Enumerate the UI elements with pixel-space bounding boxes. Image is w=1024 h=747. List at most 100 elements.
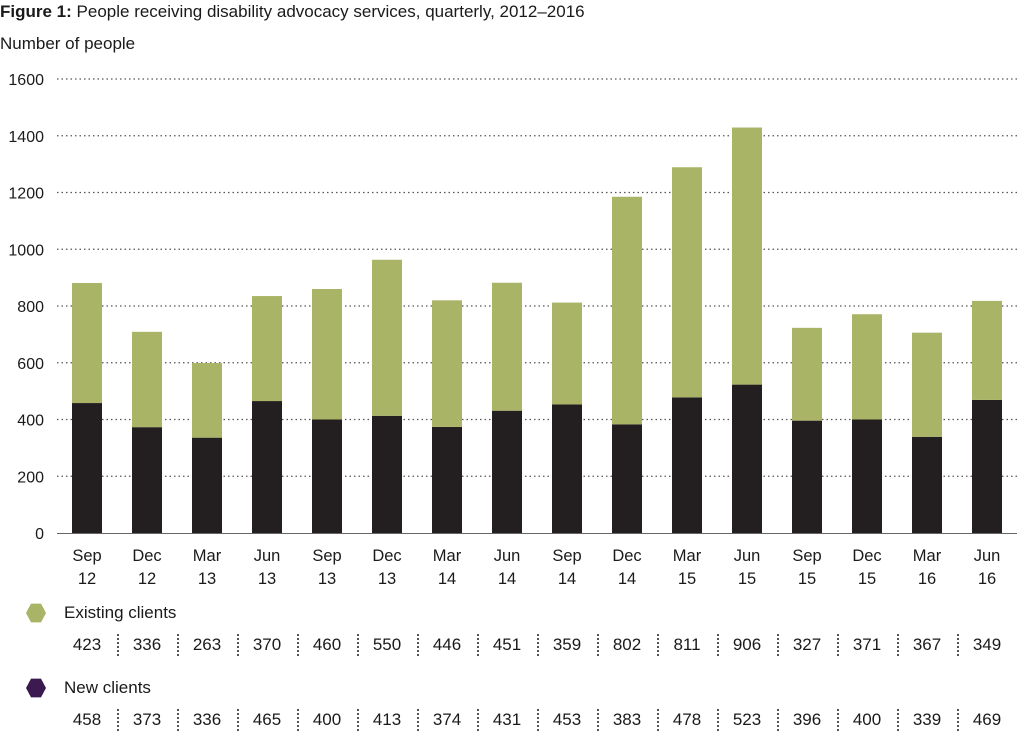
y-tick-label: 1000: [8, 242, 44, 259]
x-tick-label-month: Mar: [673, 547, 702, 565]
x-tick-label-year: 13: [198, 570, 216, 588]
x-tick-label-month: Sep: [72, 547, 101, 565]
x-tick-label-year: 16: [978, 570, 996, 588]
x-tick-label-month: Dec: [132, 547, 161, 565]
x-tick-label-month: Sep: [552, 547, 581, 565]
legend-existing: Existing clients: [26, 601, 176, 625]
existing-value-cell: 460: [297, 634, 357, 656]
y-tick-label: 1600: [8, 72, 44, 89]
x-tick-label-year: 14: [618, 570, 636, 588]
x-tick-label-month: Jun: [974, 547, 1001, 565]
bar-existing-clients-1: [132, 331, 162, 428]
x-tick-label-month: Sep: [792, 547, 821, 565]
x-tick-label-year: 13: [258, 570, 276, 588]
existing-values-row: 423 336 263 370 460 550 446 451 359 802 811 906 327 3…: [57, 634, 1017, 656]
x-tick-label-year: 14: [498, 570, 516, 588]
existing-value-cell: 906: [717, 634, 777, 656]
x-tick-label-year: 16: [918, 570, 936, 588]
y-tick-label: 200: [17, 469, 44, 486]
y-axis-label: Number of people: [0, 34, 136, 53]
existing-value-cell: 802: [597, 634, 657, 656]
bar-new-clients-9: [612, 424, 642, 533]
bar-new-clients-7: [492, 410, 522, 533]
x-tick-label-month: Jun: [734, 547, 761, 565]
figure-label: Figure 1:: [0, 2, 72, 21]
figure-caption: People receiving disability advocacy ser…: [76, 2, 585, 21]
bar-existing-clients-14: [912, 332, 942, 437]
x-tick-label-month: Sep: [312, 547, 341, 565]
existing-value-cell: 423: [72, 635, 102, 654]
bar-existing-clients-12: [792, 327, 822, 421]
y-tick-label: 400: [17, 413, 44, 430]
bar-existing-clients-9: [612, 196, 642, 425]
existing-value-cell: 371: [837, 634, 897, 656]
x-tick-label-year: 13: [378, 570, 396, 588]
legend-new: New clients: [26, 676, 151, 700]
x-tick-label-year: 14: [558, 570, 576, 588]
plot-area: 0 200 400 600 800 1000 1200 1400 1600 Sep 12 Dec 12 M…: [8, 72, 1017, 588]
y-tick-label: 1200: [8, 186, 44, 203]
new-value-cell: 400: [297, 709, 357, 731]
bar-new-clients-6: [432, 426, 462, 533]
bar-existing-clients-6: [432, 300, 462, 427]
y-tick-label: 1400: [8, 129, 44, 146]
existing-value-cell: 446: [417, 634, 477, 656]
x-tick-label-year: 12: [138, 570, 156, 588]
x-tick-label-month: Dec: [852, 547, 881, 565]
bar-existing-clients-3: [252, 296, 282, 402]
bar-existing-clients-4: [312, 288, 342, 420]
new-clients-swatch: [26, 678, 46, 698]
new-value-cell: 523: [717, 709, 777, 731]
bar-existing-clients-2: [192, 363, 222, 438]
bar-new-clients-5: [372, 415, 402, 533]
y-tick-label: 800: [17, 299, 44, 316]
bar-existing-clients-5: [372, 259, 402, 416]
bar-new-clients-1: [132, 427, 162, 533]
new-value-cell: 396: [777, 709, 837, 731]
x-tick-label-month: Dec: [372, 547, 401, 565]
existing-value-cell: 367: [897, 634, 957, 656]
bar-new-clients-12: [792, 420, 822, 533]
x-tick-label-month: Jun: [254, 547, 281, 565]
existing-value-cell: 327: [777, 634, 837, 656]
bar-new-clients-11: [732, 384, 762, 533]
bar-new-clients-8: [552, 404, 582, 533]
x-tick-label-year: 13: [318, 570, 336, 588]
new-value-cell: 374: [417, 709, 477, 731]
new-value-cell: 469: [957, 709, 1017, 731]
x-tick-label-year: 15: [858, 570, 876, 588]
new-value-cell: 383: [597, 709, 657, 731]
new-value-cell: 413: [357, 709, 417, 731]
new-value-cell: 373: [117, 709, 177, 731]
x-tick-label-year: 12: [78, 570, 96, 588]
bar-new-clients-0: [72, 403, 102, 533]
legend-new-label: New clients: [64, 678, 151, 697]
x-tick-label-year: 14: [438, 570, 456, 588]
x-tick-label-year: 15: [738, 570, 756, 588]
new-value-cell: 453: [537, 709, 597, 731]
x-tick-label-month: Mar: [913, 547, 942, 565]
legend-existing-label: Existing clients: [64, 603, 177, 622]
y-tick-label: 600: [17, 356, 44, 373]
new-value-cell: 336: [177, 709, 237, 731]
bar-existing-clients-11: [732, 127, 762, 385]
x-tick-label-month: Jun: [494, 547, 521, 565]
x-tick-label-month: Dec: [612, 547, 641, 565]
bar-new-clients-15: [972, 399, 1002, 533]
existing-value-cell: 451: [477, 634, 537, 656]
bar-new-clients-10: [672, 397, 702, 533]
new-value-cell: 400: [837, 709, 897, 731]
existing-value-cell: 336: [117, 634, 177, 656]
chart-title: Figure 1: People receiving disability ad…: [0, 2, 585, 22]
y-tick-label: 0: [35, 526, 44, 543]
existing-value-cell: 550: [357, 634, 417, 656]
x-tick-label-month: Mar: [193, 547, 222, 565]
x-tick-label-month: Mar: [433, 547, 462, 565]
existing-value-cell: 263: [177, 634, 237, 656]
bar-new-clients-3: [252, 401, 282, 533]
existing-clients-swatch: [26, 603, 46, 623]
x-tick-label-year: 15: [678, 570, 696, 588]
x-tick-label-year: 15: [798, 570, 816, 588]
new-values-row: 458 373 336 465 400 413 374 431 453 383 478 523 396 4…: [57, 709, 1017, 731]
